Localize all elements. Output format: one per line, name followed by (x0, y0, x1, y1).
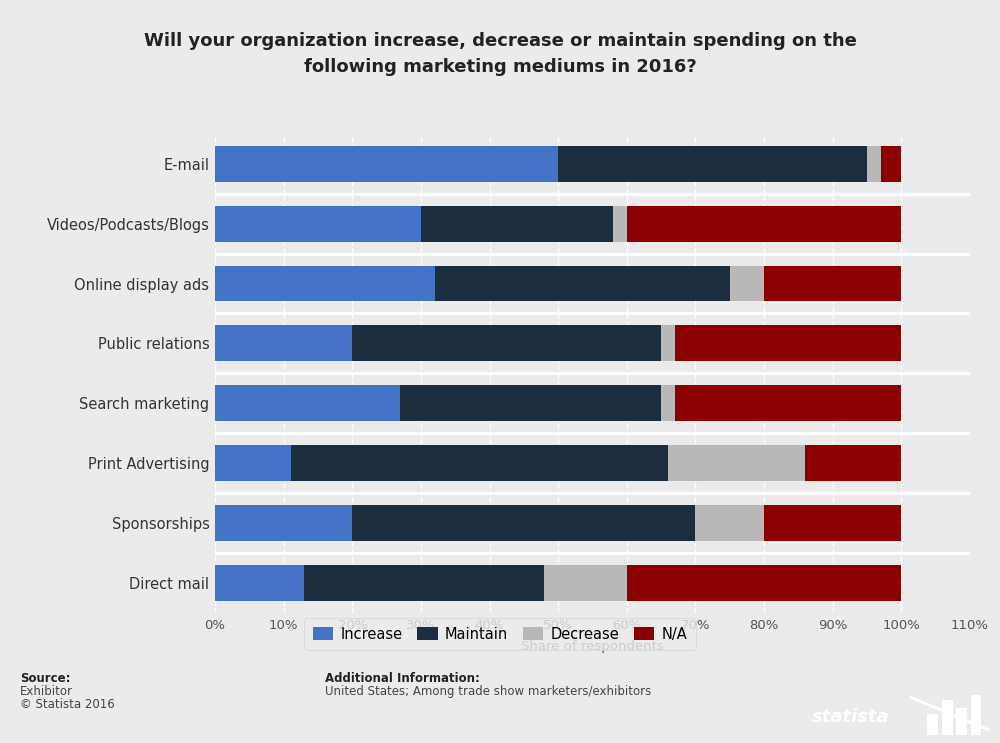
Bar (764, 505, 901, 541)
Bar (956, 708, 967, 735)
Bar (927, 713, 938, 735)
Bar (627, 565, 901, 601)
Bar (661, 386, 675, 421)
Bar (544, 565, 627, 601)
Text: Will your organization increase, decrease or maintain spending on the: Will your organization increase, decreas… (144, 32, 856, 50)
Bar (764, 265, 901, 302)
Text: United States; Among trade show marketers/exhibitors: United States; Among trade show marketer… (325, 685, 651, 698)
Bar (215, 505, 352, 541)
Bar (290, 445, 668, 481)
Text: Exhibitor: Exhibitor (20, 685, 73, 698)
Bar (352, 505, 695, 541)
Text: Additional Information:: Additional Information: (325, 672, 480, 684)
Bar (558, 146, 867, 181)
Bar (400, 386, 661, 421)
Bar (730, 265, 764, 302)
Text: following marketing mediums in 2016?: following marketing mediums in 2016? (304, 58, 696, 76)
Bar (435, 265, 730, 302)
Bar (421, 206, 613, 241)
Text: © Statista 2016: © Statista 2016 (20, 698, 115, 711)
Bar (215, 386, 400, 421)
Bar (215, 325, 352, 361)
Bar (613, 206, 627, 241)
Text: statista: statista (812, 708, 890, 727)
Bar (695, 505, 764, 541)
Bar (304, 565, 544, 601)
Bar (215, 565, 304, 601)
Bar (627, 206, 901, 241)
Bar (215, 445, 290, 481)
Bar (881, 146, 901, 181)
Bar (215, 146, 558, 181)
Legend: Increase, Maintain, Decrease, N/A: Increase, Maintain, Decrease, N/A (304, 617, 696, 650)
Bar (942, 700, 953, 735)
Bar (867, 146, 881, 181)
Bar (215, 265, 435, 302)
Bar (352, 325, 661, 361)
Bar (661, 325, 675, 361)
Bar (215, 206, 421, 241)
X-axis label: Share of respondents: Share of respondents (521, 640, 664, 653)
Bar (668, 445, 805, 481)
Bar (805, 445, 901, 481)
Text: Source:: Source: (20, 672, 70, 684)
Bar (675, 325, 901, 361)
Bar (675, 386, 901, 421)
Bar (971, 695, 981, 735)
